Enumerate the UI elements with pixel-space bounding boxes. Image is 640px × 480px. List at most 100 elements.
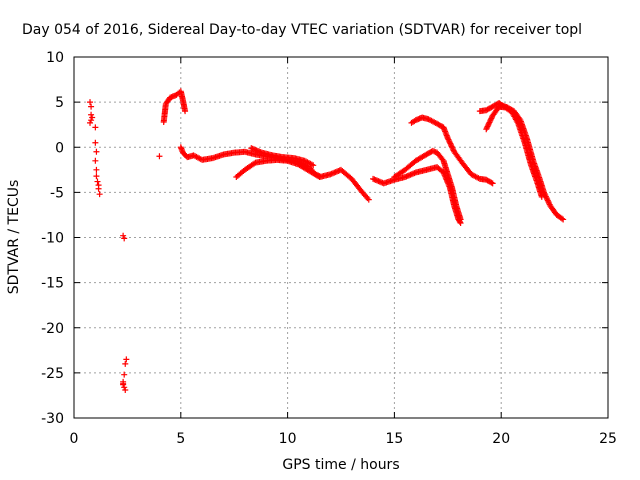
data-point (486, 119, 493, 126)
x-axis-label: GPS time / hours (282, 457, 399, 473)
data-point (364, 195, 371, 202)
data-point (449, 144, 456, 151)
data-point (120, 232, 127, 239)
data-point (543, 194, 550, 201)
data-point (551, 209, 558, 216)
data-point (494, 106, 501, 113)
data-point (92, 157, 99, 164)
series-sat-d (248, 145, 317, 169)
series-sat-g (408, 114, 496, 187)
data-point (165, 97, 172, 104)
data-point (88, 103, 95, 110)
y-tick-label: -20 (41, 321, 64, 337)
chart-title: Day 054 of 2016, Sidereal Day-to-day VTE… (22, 22, 582, 38)
data-point (457, 215, 464, 222)
data-point (325, 171, 332, 178)
data-point (123, 356, 130, 363)
data-point (484, 123, 491, 130)
series-sat-a (160, 88, 189, 125)
data-point (487, 116, 494, 123)
data-point (93, 166, 100, 173)
data-point (93, 148, 100, 155)
series-sat-f (391, 147, 464, 223)
data-point (527, 160, 534, 167)
data-point (545, 198, 552, 205)
series-sat-i (483, 103, 545, 200)
x-tick-label: 10 (279, 431, 297, 447)
axis-ticks (73, 56, 609, 419)
data-point (313, 172, 320, 179)
data-points (87, 88, 567, 394)
data-point (303, 166, 310, 173)
data-point (95, 185, 102, 192)
y-tick-labels: 10 5 0 -5 -10 -15 -20 -25 -30 (41, 50, 64, 427)
data-point (437, 122, 444, 129)
data-point (121, 235, 128, 242)
data-point (446, 137, 453, 144)
x-tick-label: 0 (70, 431, 79, 447)
data-point (94, 178, 101, 185)
data-point (219, 151, 226, 158)
data-point (249, 161, 256, 168)
data-point (96, 191, 103, 198)
grid (74, 57, 608, 418)
y-tick-label: -15 (41, 276, 64, 292)
data-point (444, 133, 451, 140)
data-point (534, 178, 541, 185)
data-point (122, 387, 129, 394)
y-axis-label: SDTVAR / TECUs (6, 180, 22, 295)
data-point (483, 124, 490, 131)
x-tick-label: 5 (176, 431, 185, 447)
series-sat-c (233, 156, 372, 203)
data-point (87, 99, 94, 106)
data-point (346, 173, 353, 180)
data-point (92, 124, 99, 131)
data-point (93, 173, 100, 180)
data-point (432, 164, 439, 171)
data-point (444, 169, 451, 176)
data-point (546, 200, 553, 207)
x-tick-labels: 0 5 10 15 20 25 (70, 431, 617, 447)
data-point (208, 155, 215, 162)
y-tick-label: 0 (55, 140, 64, 156)
x-tick-label: 15 (385, 431, 403, 447)
data-point (121, 371, 128, 378)
data-point (162, 102, 169, 109)
data-point (390, 177, 397, 184)
data-point (449, 146, 456, 153)
x-tick-label: 20 (492, 431, 510, 447)
data-point (453, 201, 460, 208)
data-point (487, 178, 494, 185)
data-point (89, 114, 96, 121)
y-tick-label: -25 (41, 366, 64, 382)
data-point (448, 143, 455, 150)
y-tick-label: 10 (46, 50, 64, 66)
data-point (521, 138, 528, 145)
data-point (357, 186, 364, 193)
data-point (544, 196, 551, 203)
data-point (488, 179, 495, 186)
data-point (88, 111, 95, 118)
data-point (121, 384, 128, 391)
data-point (257, 149, 264, 156)
data-point (557, 214, 564, 221)
data-point (87, 119, 94, 126)
data-point (448, 141, 455, 148)
data-point (483, 126, 490, 133)
data-point (437, 167, 444, 174)
data-point (122, 360, 129, 367)
data-point (251, 160, 258, 167)
data-point (88, 117, 95, 124)
y-tick-label: -10 (41, 231, 64, 247)
data-point (487, 118, 494, 125)
data-point (447, 140, 454, 147)
data-point (438, 155, 445, 162)
data-point (538, 192, 545, 199)
data-point (420, 153, 427, 160)
y-tick-label: -30 (41, 411, 64, 427)
data-point (399, 168, 406, 175)
data-point (514, 119, 521, 126)
data-point (92, 139, 99, 146)
y-tick-label: -5 (50, 185, 64, 201)
